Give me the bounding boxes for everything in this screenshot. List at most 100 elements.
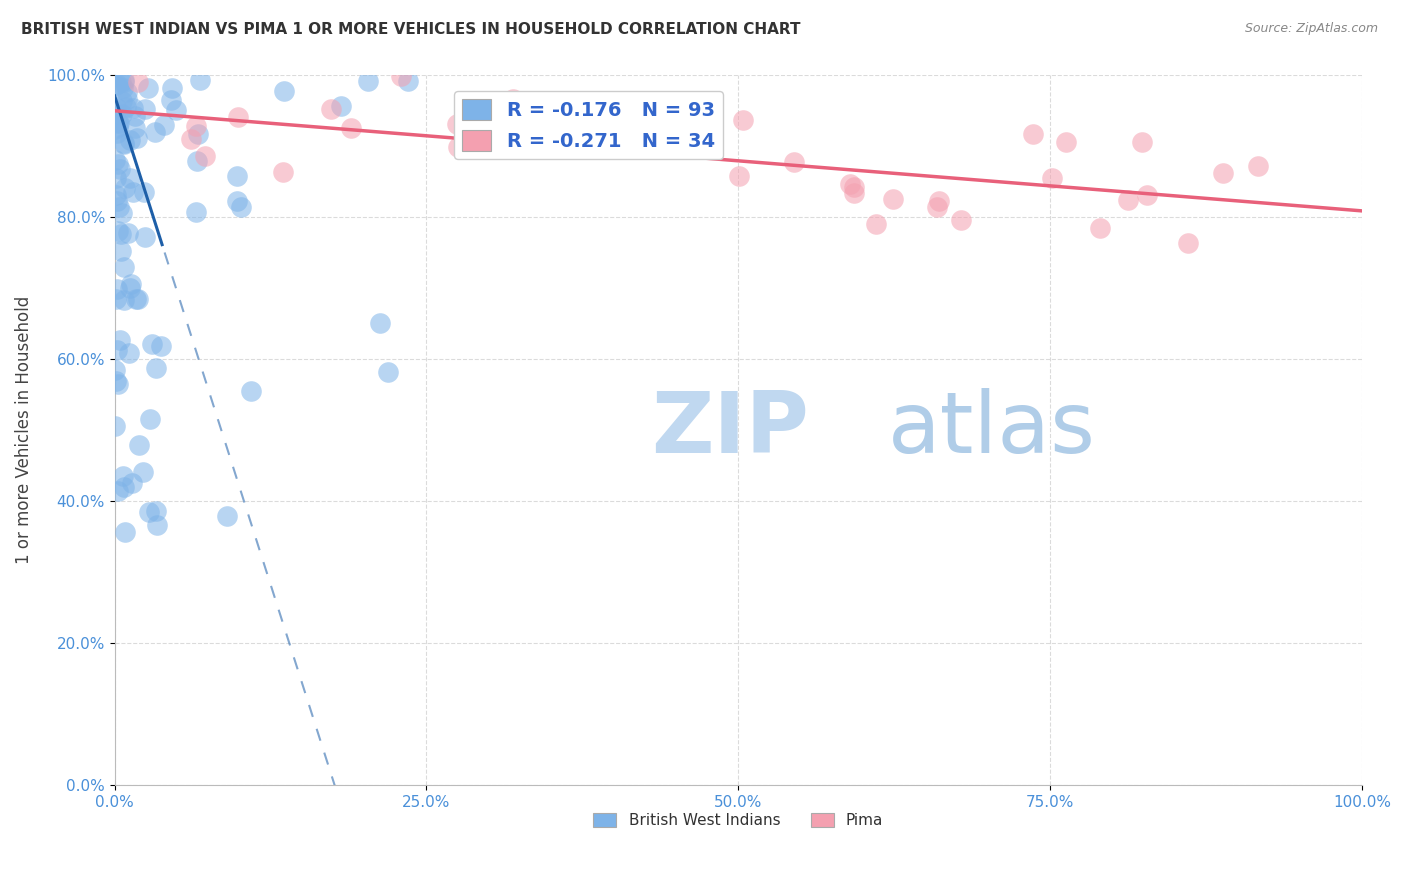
Point	[446, 117, 468, 131]
Point	[1130, 135, 1153, 149]
Text: Source: ZipAtlas.com: Source: ZipAtlas.com	[1244, 22, 1378, 36]
Point	[105, 374, 128, 388]
Point	[127, 74, 149, 88]
Point	[1118, 194, 1140, 208]
Point	[108, 116, 131, 130]
Point	[1021, 127, 1043, 141]
Point	[111, 94, 134, 108]
Point	[226, 110, 249, 124]
Point	[112, 75, 135, 89]
Point	[928, 194, 950, 209]
Point	[112, 260, 135, 275]
Point	[107, 157, 129, 171]
Point	[184, 119, 207, 133]
Point	[107, 377, 129, 392]
Point	[882, 193, 904, 207]
Point	[271, 165, 294, 179]
Point	[150, 339, 173, 353]
Point	[949, 212, 972, 227]
Point	[104, 122, 127, 136]
Point	[110, 75, 132, 89]
Point	[105, 187, 128, 202]
Point	[112, 136, 135, 151]
Point	[865, 217, 887, 231]
Point	[134, 185, 156, 199]
Text: atlas: atlas	[889, 388, 1097, 471]
Point	[125, 292, 148, 306]
Point	[1040, 170, 1063, 185]
Point	[105, 282, 128, 296]
Point	[112, 480, 135, 494]
Point	[110, 227, 132, 241]
Point	[145, 361, 167, 376]
Point	[127, 292, 149, 306]
Point	[104, 292, 127, 306]
Point	[273, 84, 295, 98]
Point	[842, 186, 865, 200]
Point	[107, 224, 129, 238]
Y-axis label: 1 or more Vehicles in Household: 1 or more Vehicles in Household	[15, 295, 32, 564]
Point	[502, 92, 524, 106]
Point	[111, 205, 134, 219]
Point	[186, 127, 208, 141]
Point	[104, 419, 127, 434]
Point	[357, 74, 380, 88]
Point	[121, 476, 143, 491]
Point	[134, 230, 156, 244]
Point	[104, 108, 127, 122]
Point	[104, 100, 127, 114]
Point	[165, 103, 187, 118]
Point	[460, 103, 482, 117]
Point	[105, 170, 128, 185]
Point	[319, 102, 342, 116]
Point	[104, 363, 127, 377]
Point	[111, 468, 134, 483]
Point	[215, 509, 238, 524]
Point	[226, 169, 249, 184]
Point	[107, 483, 129, 498]
Point	[127, 131, 149, 145]
Point	[396, 74, 419, 88]
Point	[160, 81, 183, 95]
Point	[1135, 188, 1157, 202]
Point	[1247, 160, 1270, 174]
Point	[105, 194, 128, 209]
Point	[1054, 136, 1077, 150]
Point	[184, 204, 207, 219]
Point	[110, 162, 132, 177]
Point	[117, 226, 139, 240]
Point	[118, 346, 141, 360]
Point	[731, 112, 754, 127]
Point	[112, 293, 135, 307]
Point	[105, 78, 128, 92]
Point	[118, 281, 141, 295]
Point	[112, 72, 135, 87]
Text: BRITISH WEST INDIAN VS PIMA 1 OR MORE VEHICLES IN HOUSEHOLD CORRELATION CHART: BRITISH WEST INDIAN VS PIMA 1 OR MORE VE…	[21, 22, 800, 37]
Point	[1212, 166, 1234, 180]
Point	[377, 365, 399, 379]
Point	[124, 120, 146, 135]
Point	[115, 92, 138, 106]
Point	[160, 94, 183, 108]
Point	[115, 85, 138, 99]
Point	[389, 69, 412, 83]
Point	[107, 120, 129, 135]
Point	[839, 177, 862, 191]
Point	[844, 180, 866, 194]
Point	[128, 438, 150, 452]
Point	[368, 316, 391, 330]
Point	[145, 504, 167, 518]
Point	[186, 154, 208, 169]
Point	[231, 200, 253, 214]
Point	[340, 120, 363, 135]
Point	[118, 133, 141, 147]
Point	[146, 517, 169, 532]
Point	[131, 465, 153, 479]
Point	[141, 336, 163, 351]
Point	[105, 343, 128, 357]
Point	[105, 126, 128, 140]
Point	[114, 180, 136, 194]
Point	[1088, 221, 1111, 235]
Point	[188, 72, 211, 87]
Point	[194, 149, 217, 163]
